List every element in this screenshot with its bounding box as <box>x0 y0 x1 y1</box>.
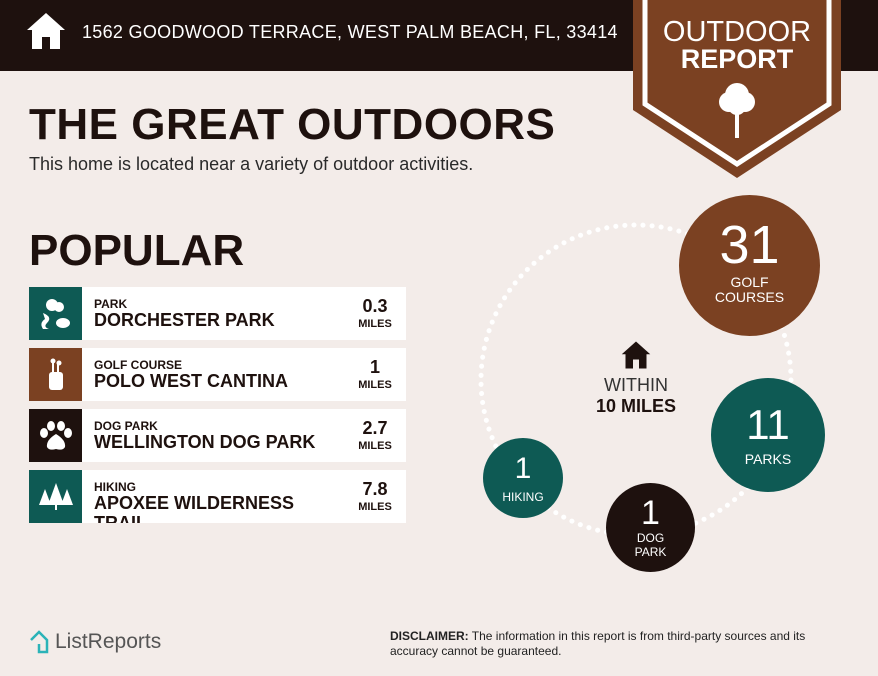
item-category: HIKING <box>94 480 136 494</box>
listreports-logo: ListReports <box>29 630 161 654</box>
item-name: WELLINGTON DOG PARK <box>94 432 316 452</box>
item-unit: MILES <box>358 440 392 452</box>
item-name: POLO WEST CANTINA <box>94 371 288 391</box>
list-item: PARK DORCHESTER PARK 0.3 MILES <box>29 287 406 340</box>
item-distance: 1 <box>369 357 380 377</box>
pine-trees-icon <box>29 470 82 523</box>
paw-icon <box>29 409 82 462</box>
parks-count-circle: 11 PARKS <box>711 378 825 492</box>
item-category: GOLF COURSE <box>94 358 183 372</box>
logo-icon <box>30 630 49 654</box>
list-item: DOG PARK WELLINGTON DOG PARK 2.7 MILES <box>29 409 406 462</box>
golf-count-circle: 31 GOLF COURSES <box>679 195 820 336</box>
item-name: DORCHESTER PARK <box>94 310 275 330</box>
within-distance: 10 MILES <box>595 396 677 416</box>
hiking-count-circle: 1 HIKING <box>483 438 563 518</box>
park-icon <box>29 287 82 340</box>
page-title: THE GREAT OUTDOORS <box>29 100 556 149</box>
item-distance: 7.8 <box>362 479 388 499</box>
item-unit: MILES <box>358 318 392 330</box>
popular-heading: POPULAR <box>29 226 245 275</box>
list-item: HIKING APOXEE WILDERNESS TRAIL 7.8 MILES <box>29 470 406 523</box>
badge-line2: REPORT <box>680 44 794 74</box>
within-label: WITHIN <box>604 375 668 395</box>
disclaimer: DISCLAIMER: The information in this repo… <box>390 629 806 658</box>
item-distance: 0.3 <box>362 296 388 316</box>
home-icon <box>27 13 65 49</box>
item-unit: MILES <box>358 501 392 513</box>
item-category: PARK <box>94 297 128 311</box>
item-distance: 2.7 <box>362 418 388 438</box>
within-radius: WITHIN 10 MILES <box>566 340 706 417</box>
dog-park-count-circle: 1 DOG PARK <box>606 483 695 572</box>
item-category: DOG PARK <box>94 419 158 433</box>
tree-icon <box>719 83 755 138</box>
home-icon <box>621 341 651 369</box>
item-name: APOXEE WILDERNESS TRAIL <box>94 493 295 523</box>
badge-line1: OUTDOOR <box>662 16 812 48</box>
list-item: GOLF COURSE POLO WEST CANTINA 1 MILES <box>29 348 406 401</box>
outdoor-report-badge: OUTDOOR REPORT <box>633 0 841 185</box>
page-subtitle: This home is located near a variety of o… <box>29 154 474 174</box>
item-unit: MILES <box>358 379 392 391</box>
golf-bag-icon <box>29 348 82 401</box>
address: 1562 GOODWOOD TERRACE, WEST PALM BEACH, … <box>82 22 618 42</box>
